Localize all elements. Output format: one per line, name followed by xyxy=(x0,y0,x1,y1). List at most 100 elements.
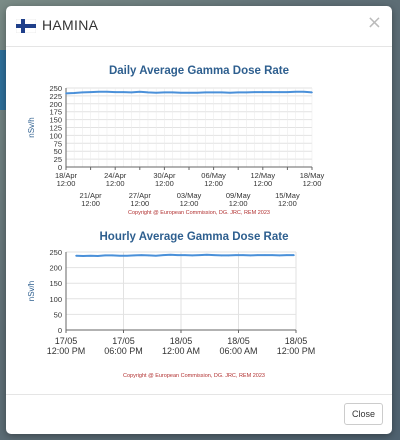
x-tick-label: 18/05 12:00 AM xyxy=(162,336,200,356)
modal-header: HAMINA × xyxy=(6,6,392,47)
copyright-text: Copyright @ European Commission, DG. JRC… xyxy=(123,373,265,379)
data-point xyxy=(171,91,174,94)
data-point xyxy=(256,254,259,256)
data-point xyxy=(75,254,77,257)
x-tick-label: 18/Apr 12:00 xyxy=(55,171,78,188)
data-point xyxy=(104,254,106,257)
data-point xyxy=(188,91,190,94)
data-point xyxy=(155,91,157,94)
close-button[interactable]: Close xyxy=(343,403,383,425)
backdrop-strip xyxy=(0,50,8,110)
y-tick-label: 175 xyxy=(49,108,62,117)
data-point xyxy=(65,92,67,95)
y-tick-label: 150 xyxy=(49,279,62,288)
y-tick-label: 200 xyxy=(49,264,62,273)
x-tick-label: 17/05 12:00 PM xyxy=(47,336,86,356)
data-point xyxy=(130,91,133,94)
x-tick-label: 09/May 12:00 xyxy=(226,191,251,208)
data-point xyxy=(139,90,141,93)
x-tick-label: 12/May 12:00 xyxy=(250,171,275,188)
data-point xyxy=(73,92,75,94)
y-tick-label: 0 xyxy=(58,326,62,335)
data-point xyxy=(118,254,121,257)
data-point xyxy=(270,91,272,93)
data-point xyxy=(196,91,198,94)
y-tick-label: 100 xyxy=(49,295,62,304)
data-point xyxy=(262,91,264,93)
data-point xyxy=(235,254,237,256)
y-tick-label: 150 xyxy=(49,116,62,125)
data-point xyxy=(97,255,99,257)
data-point xyxy=(286,91,289,93)
data-point xyxy=(122,91,125,93)
data-point xyxy=(140,254,143,256)
data-point xyxy=(221,91,223,94)
data-point xyxy=(89,254,92,257)
y-tick-label: 100 xyxy=(49,131,62,140)
data-point xyxy=(253,91,256,93)
x-tick-label: 18/May 12:00 xyxy=(300,171,325,188)
data-point xyxy=(169,254,172,256)
data-point xyxy=(126,254,128,257)
chart-title: Daily Average Gamma Dose Rate xyxy=(109,65,289,77)
data-point xyxy=(180,91,182,94)
y-tick-label: 125 xyxy=(49,124,62,133)
data-point xyxy=(220,254,223,257)
data-point xyxy=(155,254,157,257)
data-point xyxy=(206,254,208,256)
x-tick-label: 27/Apr 12:00 xyxy=(129,191,152,208)
y-tick-label: 0 xyxy=(58,163,62,172)
data-point xyxy=(242,254,244,256)
data-point xyxy=(147,91,149,94)
data-point xyxy=(81,91,84,94)
x-tick-label: 18/05 06:00 AM xyxy=(219,336,257,356)
data-point xyxy=(212,91,215,94)
finland-flag-icon xyxy=(16,19,36,33)
x-tick-label: 17/05 06:00 PM xyxy=(104,336,143,356)
data-point xyxy=(249,254,252,257)
y-tick-label: 200 xyxy=(49,100,62,109)
data-point xyxy=(89,91,92,93)
chart-title: Hourly Average Gamma Dose Rate xyxy=(100,231,289,243)
y-axis-label: nSv/h xyxy=(27,117,36,137)
data-point xyxy=(294,90,297,93)
y-tick-label: 25 xyxy=(54,155,62,164)
data-point xyxy=(311,91,313,94)
data-point xyxy=(278,91,281,93)
modal-title: HAMINA xyxy=(42,17,99,33)
data-point xyxy=(163,91,166,94)
data-point xyxy=(293,254,295,256)
data-point xyxy=(198,254,201,256)
data-point xyxy=(176,254,179,256)
hourly-chart: Hourly Average Gamma Dose Rate nSv/h 0 50 10… xyxy=(27,231,316,379)
close-icon[interactable]: × xyxy=(366,12,382,33)
data-point xyxy=(114,91,116,93)
y-tick-label: 50 xyxy=(54,310,62,319)
y-tick-label: 225 xyxy=(49,92,62,101)
x-tick-label: 30/Apr 12:00 xyxy=(153,171,176,188)
y-tick-label: 250 xyxy=(49,84,62,93)
data-point xyxy=(184,254,186,256)
data-point xyxy=(98,90,100,93)
data-point xyxy=(237,91,239,94)
data-point xyxy=(82,255,85,257)
data-point xyxy=(264,254,266,256)
y-tick-label: 50 xyxy=(54,147,62,156)
station-modal: HAMINA × Daily Average Gamma Dose Rate nS… xyxy=(6,6,392,434)
data-point xyxy=(133,254,135,257)
x-tick-label: 21/Apr 12:00 xyxy=(80,191,103,208)
y-axis-label: nSv/h xyxy=(27,281,36,301)
data-point xyxy=(229,91,231,94)
data-point xyxy=(106,90,108,93)
copyright-text: Copyright @ European Commission, DG. JRC… xyxy=(128,210,270,216)
data-point xyxy=(227,254,230,257)
data-point xyxy=(285,254,288,256)
daily-chart: Daily Average Gamma Dose Rate nSv/h 025507… xyxy=(27,65,325,216)
y-tick-label: 75 xyxy=(54,139,62,148)
data-point xyxy=(147,254,150,257)
data-point xyxy=(111,254,114,257)
data-point xyxy=(271,254,274,256)
data-point xyxy=(245,91,248,94)
x-tick-label: 24/Apr 12:00 xyxy=(104,171,127,188)
x-tick-label: 18/05 12:00 PM xyxy=(277,336,316,356)
